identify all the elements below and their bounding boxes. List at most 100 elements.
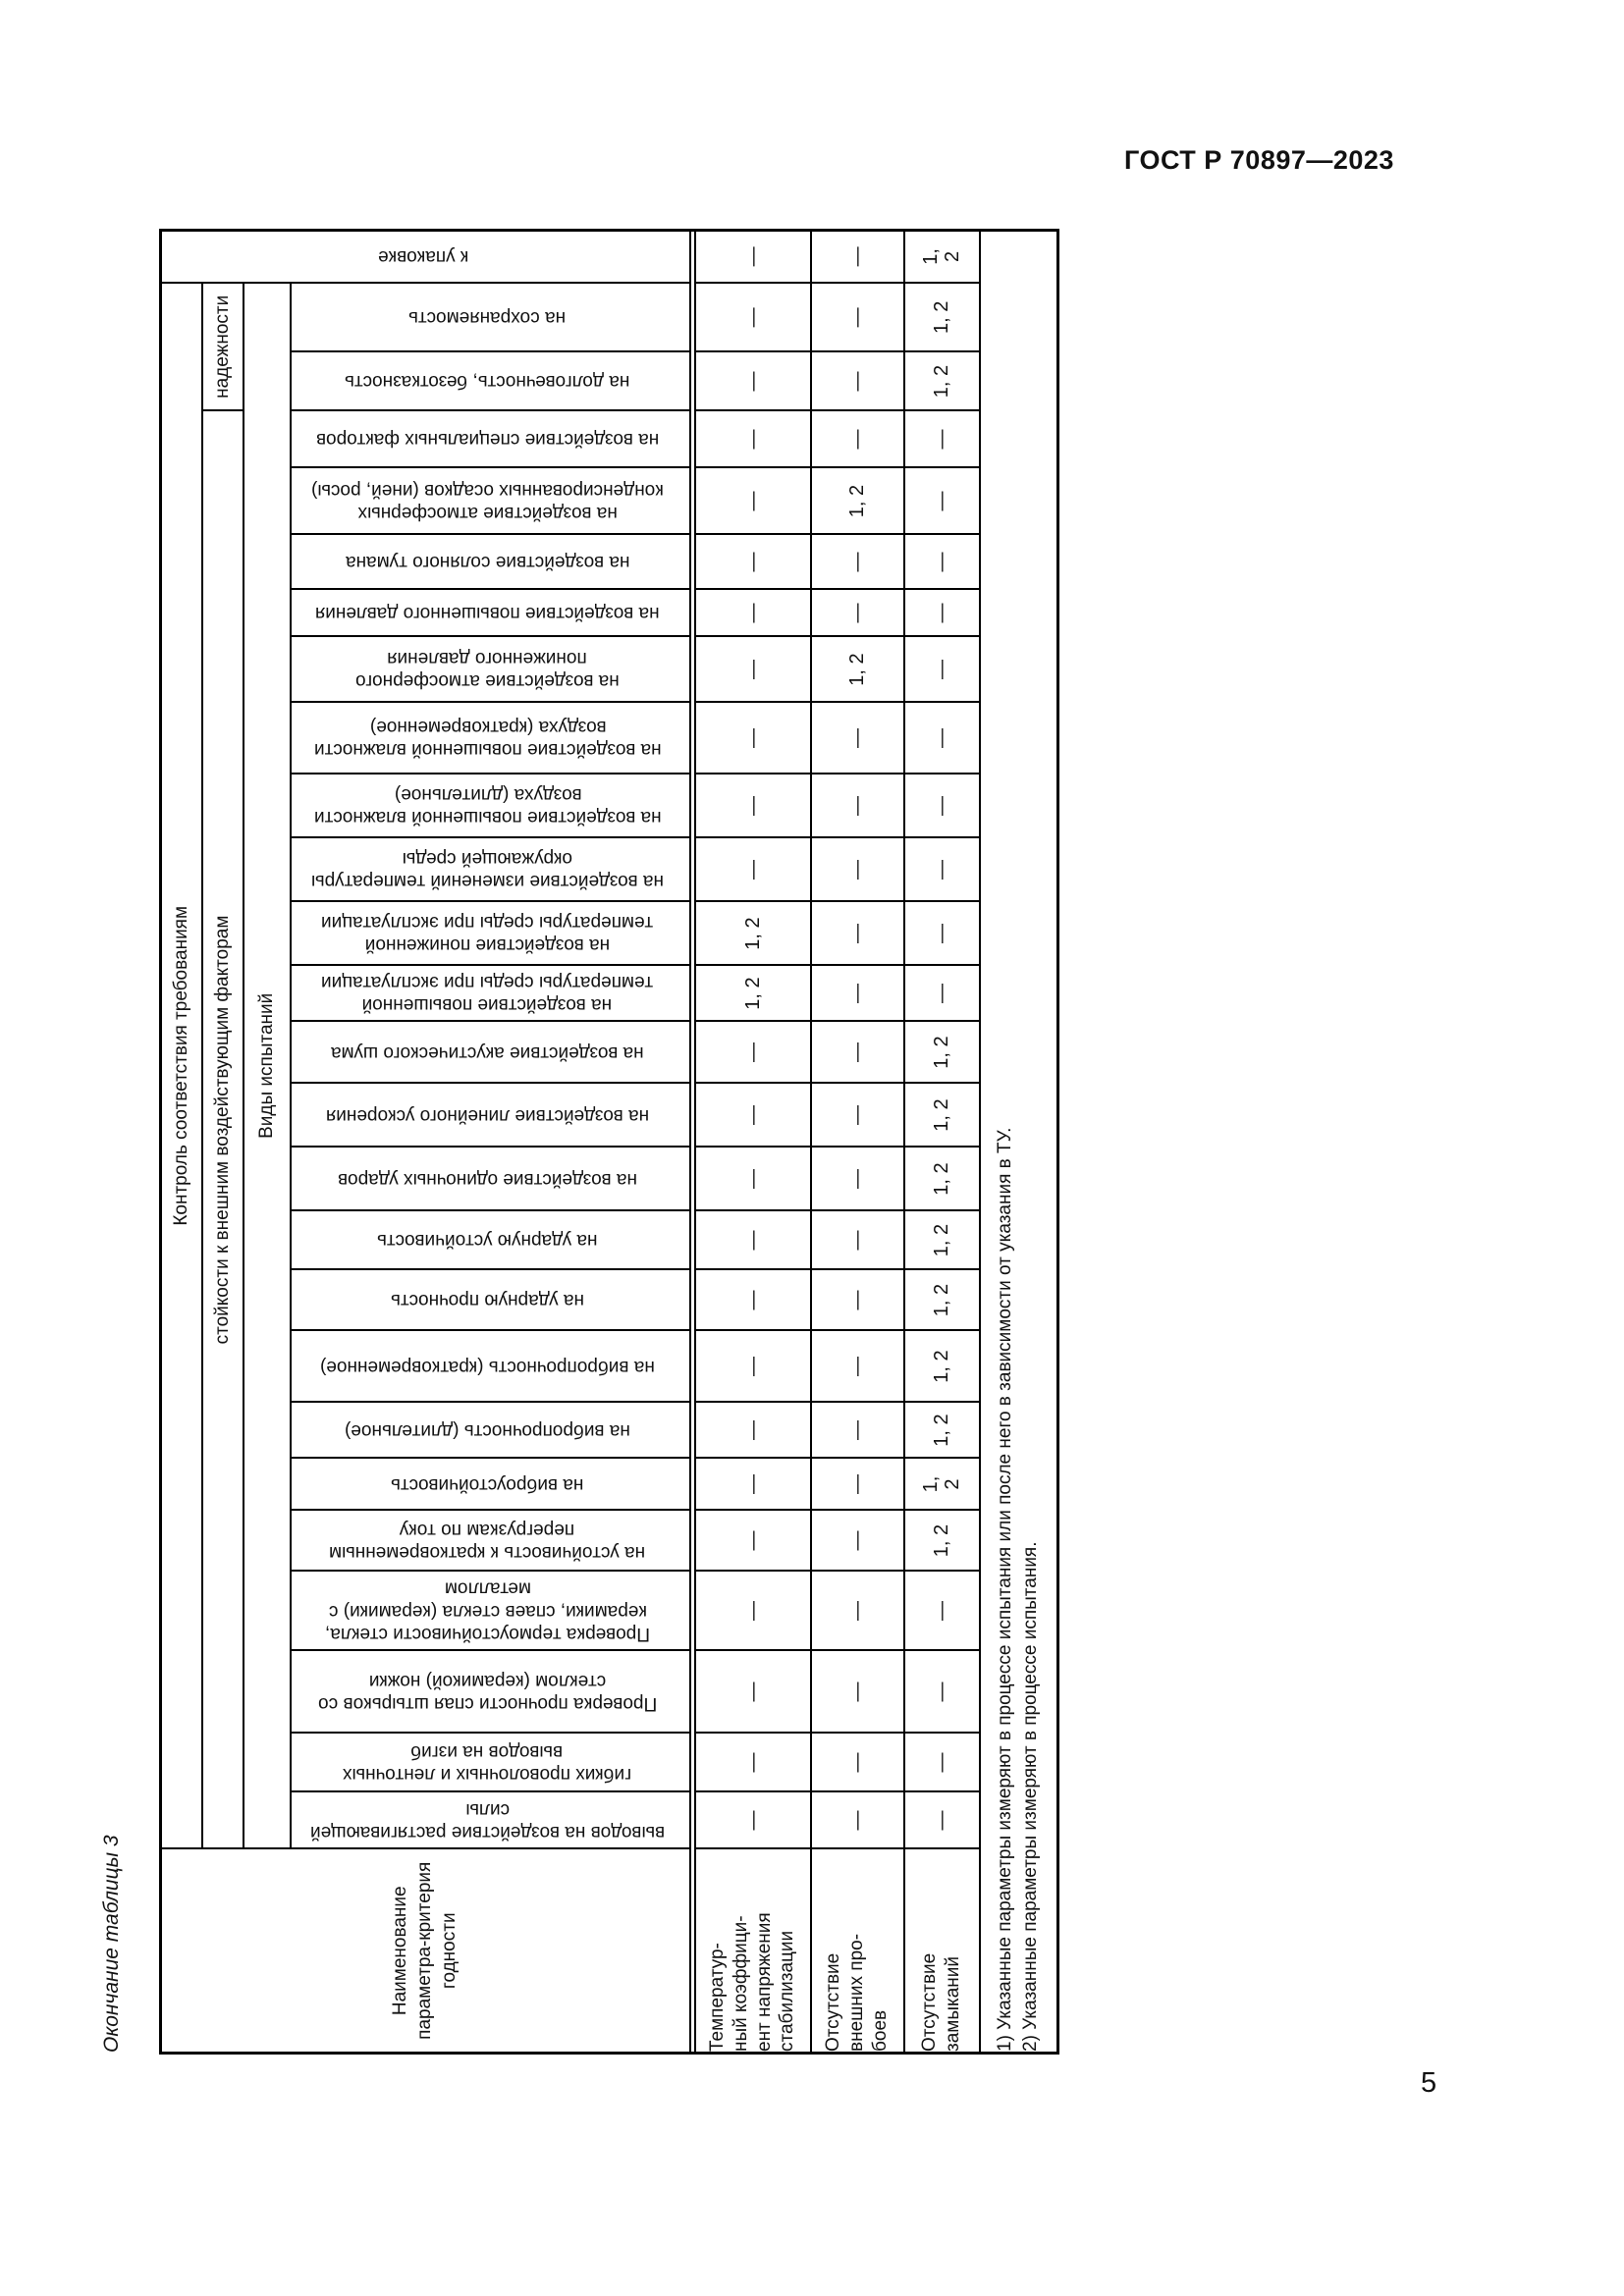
column-header-label-1: выводов на воздействие растягивающей сил… xyxy=(309,1798,666,1842)
row-label-2: Отсутствие внешних про- боев xyxy=(810,1848,904,2054)
group-header-stability: стойкости к внешним воздействующим факто… xyxy=(201,410,244,1849)
value-cell-r1-c15: 1, 2 xyxy=(694,901,811,966)
value-cell-r1-c3: — xyxy=(694,1650,811,1734)
value-cell-r3-c10: 1, 2 xyxy=(903,1210,980,1270)
value-cell-r3-c11: 1, 2 xyxy=(903,1147,980,1211)
table-body: Температур- ный коэффици- ент напряжения… xyxy=(689,230,1058,2054)
value-cell-r3-c3: — xyxy=(903,1650,980,1734)
value-cell-r1-c18: — xyxy=(694,702,811,774)
value-cell-r3-c25: 1, 2 xyxy=(903,283,980,352)
column-header-19: на воздействие атмосферного пониженного … xyxy=(290,636,690,703)
column-header-15: на воздействие пониженной температуры ср… xyxy=(290,901,690,966)
column-header-label-25: на сохраняемость xyxy=(408,306,567,328)
value-cell-r2-c23: — xyxy=(810,410,904,468)
column-header-label-13: на воздействие акустического шума xyxy=(331,1041,644,1063)
column-header-21: на воздействие соляного тумана xyxy=(290,534,690,590)
value-cell-r1-packaging: — xyxy=(694,230,811,284)
column-header-label-21: на воздействие соляного тумана xyxy=(345,552,630,573)
column-header-label-11: на воздействие одиночных ударов xyxy=(338,1168,637,1190)
value-cell-r1-c17: — xyxy=(694,774,811,838)
value-cell-r3-c14: — xyxy=(903,965,980,1022)
column-header-20: на воздействие повышенного давления xyxy=(290,589,690,637)
row-label-1: Температур- ный коэффици- ент напряжения… xyxy=(694,1848,811,2054)
value-cell-r1-c2: — xyxy=(694,1733,811,1792)
value-cell-r3-c4: — xyxy=(903,1571,980,1651)
group-header-reliability: надежности xyxy=(201,283,244,411)
value-cell-r1-c24: — xyxy=(694,351,811,411)
column-header-5: на устойчивость к кратковременным перегр… xyxy=(290,1510,690,1572)
value-cell-r3-c12: 1, 2 xyxy=(903,1083,980,1148)
page-number: 5 xyxy=(1421,2067,1437,2099)
column-header-packaging-label: к упаковке xyxy=(377,245,468,267)
value-cell-r1-c21: — xyxy=(694,534,811,590)
column-header-label-8: на вибропрочность (кратковременное) xyxy=(320,1356,655,1377)
column-header-14: на воздействие повышенной температуры ср… xyxy=(290,965,690,1022)
value-cell-r1-c9: — xyxy=(694,1269,811,1331)
value-cell-r3-c5: 1, 2 xyxy=(903,1510,980,1572)
column-header-label-19: на воздействие атмосферного пониженного … xyxy=(355,648,620,692)
value-cell-r2-c13: — xyxy=(810,1021,904,1084)
value-cell-r3-c22: — xyxy=(903,467,980,535)
column-header-1: выводов на воздействие растягивающей сил… xyxy=(290,1791,690,1849)
value-cell-r2-c21: — xyxy=(810,534,904,590)
column-header-label-2: гибких проволочных и ленточных выводов н… xyxy=(343,1740,632,1785)
column-header-label-5: на устойчивость к кратковременным перегр… xyxy=(329,1519,646,1563)
column-header-label-23: на воздействие специальных факторов xyxy=(315,429,660,451)
column-header-label-18: на воздействие повышенной влажности возд… xyxy=(313,717,662,761)
corner-header: Наименование параметра-критерия годности xyxy=(160,1848,690,2054)
column-header-label-14: на воздействие повышенной температуры ср… xyxy=(321,972,654,1016)
param-row-2: Отсутствие внешних про- боев — — — — — — — — — — — —… xyxy=(810,230,904,2054)
value-cell-r2-c7: — xyxy=(810,1402,904,1459)
column-header-13: на воздействие акустического шума xyxy=(290,1021,690,1084)
value-cell-r3-c24: 1, 2 xyxy=(903,351,980,411)
value-cell-r2-c20: — xyxy=(810,589,904,637)
table-caption: Окончание таблицы 3 xyxy=(100,1835,123,2053)
rotated-table-region: Окончание таблицы 3 Наименование парамет… xyxy=(98,228,1059,2055)
value-cell-r2-c16: — xyxy=(810,837,904,902)
value-cell-r1-c16: — xyxy=(694,837,811,902)
value-cell-r2-c25: — xyxy=(810,283,904,352)
value-cell-r3-c18: — xyxy=(903,702,980,774)
column-header-3: Проверка прочности спая штырьков со стек… xyxy=(290,1650,690,1734)
value-cell-r3-c20: — xyxy=(903,589,980,637)
value-cell-r2-c18: — xyxy=(810,702,904,774)
column-header-packaging: к упаковке xyxy=(160,230,690,284)
value-cell-r3-c13: 1, 2 xyxy=(903,1021,980,1084)
table-head: Наименование параметра-критерия годности… xyxy=(160,230,690,2054)
column-header-23: на воздействие специальных факторов xyxy=(290,410,690,468)
value-cell-r1-c23: — xyxy=(694,410,811,468)
column-header-label-15: на воздействие пониженной температуры ср… xyxy=(321,912,654,956)
column-header-label-16: на воздействие изменений температуры окр… xyxy=(310,848,664,892)
row-label-3: Отсутствие замыканий xyxy=(903,1848,980,2054)
value-cell-r2-c5: — xyxy=(810,1510,904,1572)
value-cell-r1-c4: — xyxy=(694,1571,811,1651)
column-header-8: на вибропрочность (кратковременное) xyxy=(290,1330,690,1403)
value-cell-r2-c11: — xyxy=(810,1147,904,1211)
column-header-2: гибких проволочных и ленточных выводов н… xyxy=(290,1733,690,1792)
column-header-label-12: на воздействие линейного ускорения xyxy=(325,1104,650,1126)
column-header-9: на ударную прочность xyxy=(290,1269,690,1331)
value-cell-r3-c16: — xyxy=(903,837,980,902)
param-row-3: Отсутствие замыканий — — — —1, 2 1, 2 1, 2 1, 2… xyxy=(903,230,980,2054)
param-row-1: Температур- ный коэффици- ент напряжения… xyxy=(694,230,811,2054)
value-cell-r3-packaging: 1, 2 xyxy=(903,230,980,284)
value-cell-r1-c1: — xyxy=(694,1791,811,1849)
value-cell-r2-c3: — xyxy=(810,1650,904,1734)
value-cell-r2-c4: — xyxy=(810,1571,904,1651)
group-header-control: Контроль соответствия требованиям xyxy=(160,283,202,1849)
value-cell-r1-c20: — xyxy=(694,589,811,637)
value-cell-r2-c24: — xyxy=(810,351,904,411)
value-cell-r3-c23: — xyxy=(903,410,980,468)
column-header-label-7: на вибропрочность (длительное) xyxy=(345,1419,630,1441)
value-cell-r2-c12: — xyxy=(810,1083,904,1148)
footnote-line-2: 2) Указанные параметры измеряют в процес… xyxy=(1020,1541,1042,2052)
footnotes-cell: 1) Указанные параметры измеряют в процес… xyxy=(979,230,1058,2054)
column-header-label-10: на ударную устойчивость xyxy=(377,1230,598,1252)
column-header-17: на воздействие повышенной влажности возд… xyxy=(290,774,690,838)
column-header-12: на воздействие линейного ускорения xyxy=(290,1083,690,1148)
column-header-label-9: на ударную прочность xyxy=(390,1290,584,1311)
value-cell-r1-c7: — xyxy=(694,1402,811,1459)
column-header-24: на долговечность, безотказность xyxy=(290,351,690,411)
value-cell-r2-c9: — xyxy=(810,1269,904,1331)
value-cell-r1-c5: — xyxy=(694,1510,811,1572)
